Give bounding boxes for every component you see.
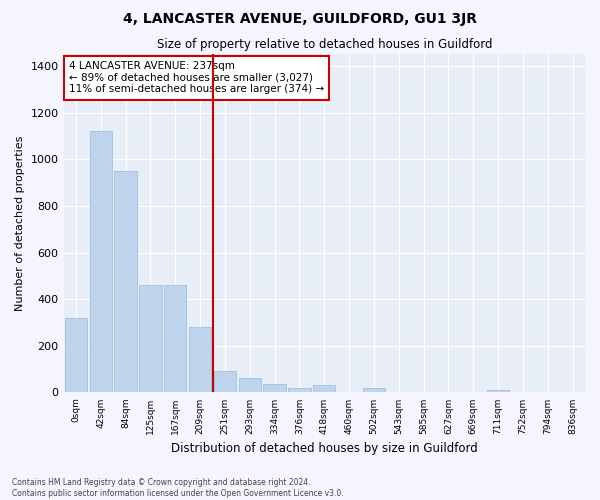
- Text: Contains HM Land Registry data © Crown copyright and database right 2024.
Contai: Contains HM Land Registry data © Crown c…: [12, 478, 344, 498]
- Bar: [89, 132, 112, 392]
- Y-axis label: Number of detached properties: Number of detached properties: [15, 136, 25, 311]
- Text: 4 LANCASTER AVENUE: 237sqm
← 89% of detached houses are smaller (3,027)
11% of s: 4 LANCASTER AVENUE: 237sqm ← 89% of deta…: [69, 61, 324, 94]
- Bar: [164, 285, 187, 393]
- Bar: [65, 318, 87, 392]
- Bar: [313, 386, 335, 392]
- Bar: [263, 384, 286, 392]
- Bar: [288, 388, 311, 392]
- Bar: [115, 171, 137, 392]
- Text: 4, LANCASTER AVENUE, GUILDFORD, GU1 3JR: 4, LANCASTER AVENUE, GUILDFORD, GU1 3JR: [123, 12, 477, 26]
- X-axis label: Distribution of detached houses by size in Guildford: Distribution of detached houses by size …: [171, 442, 478, 455]
- Bar: [487, 390, 509, 392]
- Bar: [239, 378, 261, 392]
- Title: Size of property relative to detached houses in Guildford: Size of property relative to detached ho…: [157, 38, 492, 51]
- Bar: [363, 388, 385, 392]
- Bar: [214, 372, 236, 392]
- Bar: [189, 327, 211, 392]
- Bar: [139, 285, 161, 393]
